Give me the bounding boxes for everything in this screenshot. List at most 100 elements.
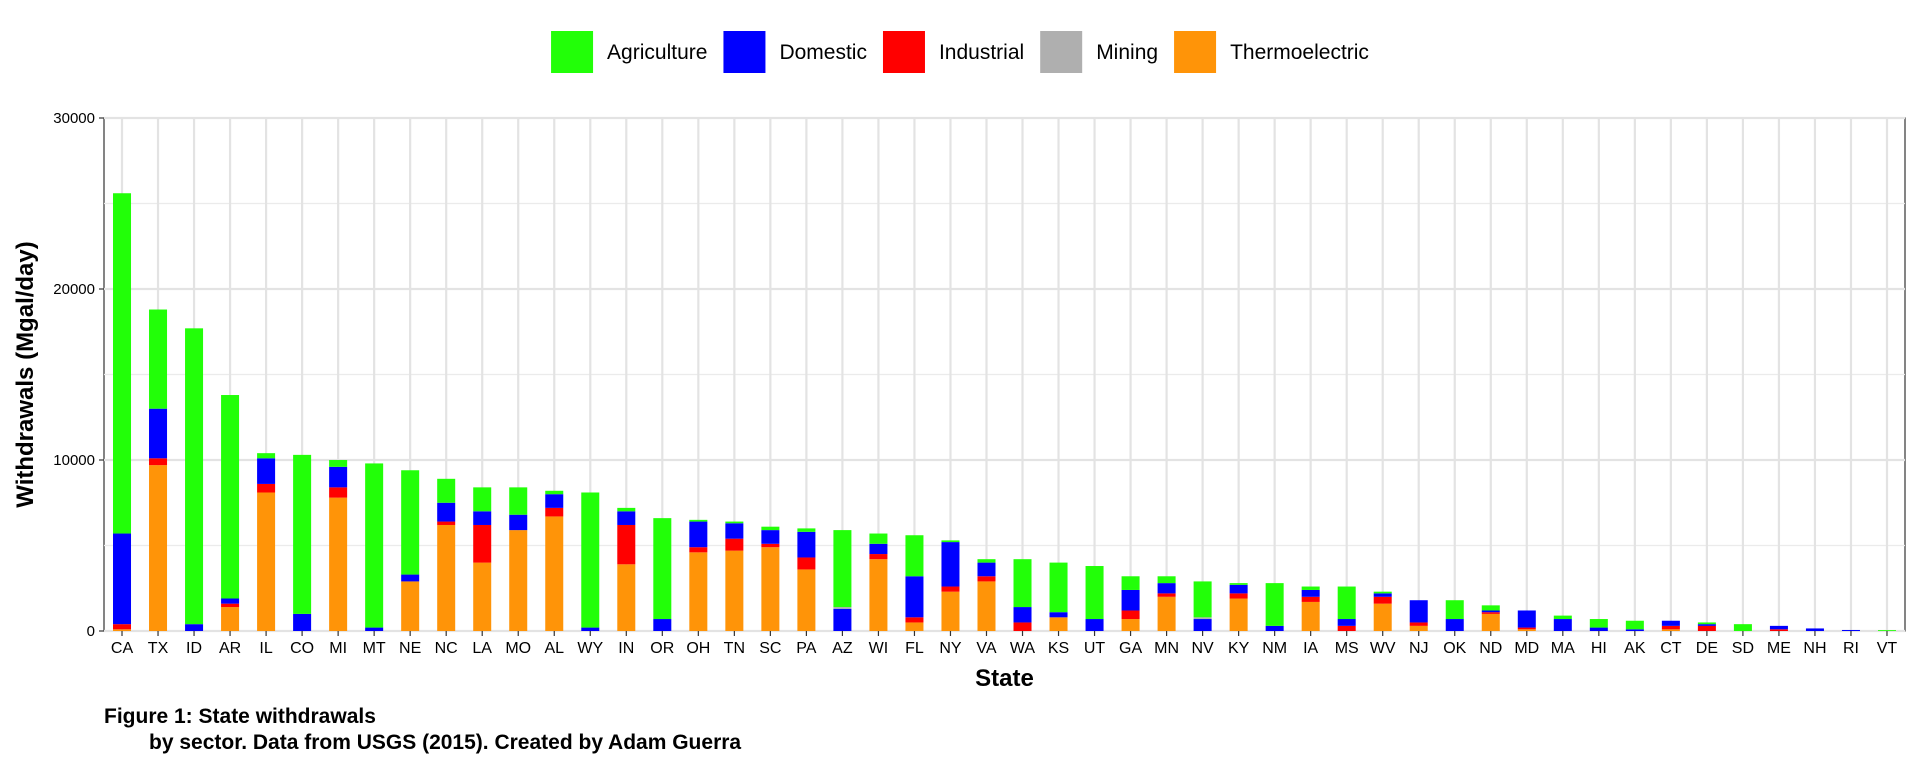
bar-segment (365, 463, 384, 628)
bar-segment (1769, 629, 1788, 631)
bar-segment (113, 629, 132, 631)
bar-segment (1373, 593, 1392, 597)
x-tick-label: SD (1732, 640, 1754, 657)
bar-segment (761, 526, 780, 531)
bar-segment (1229, 598, 1248, 631)
bar-segment (797, 531, 816, 558)
bar-segment (797, 528, 816, 532)
bar-segment (437, 524, 456, 631)
y-tick-label: 30000 (53, 110, 95, 127)
bar-segment (1013, 559, 1032, 608)
bar-segment (185, 328, 204, 625)
x-tick-label: HI (1591, 640, 1607, 657)
x-tick-label: ME (1767, 640, 1791, 657)
bar-segment (437, 521, 456, 525)
bar-segment (329, 466, 348, 488)
bar-segment (833, 530, 852, 608)
bar-segment (941, 542, 960, 587)
bar-segment (329, 497, 348, 631)
bar-segment (833, 608, 852, 631)
legend-key (882, 31, 925, 73)
bar-segment (1121, 619, 1140, 631)
bar-segment (365, 627, 384, 631)
x-tick-label: ND (1479, 640, 1502, 657)
x-tick-label: TX (148, 640, 169, 657)
bar-segment (473, 524, 492, 563)
x-tick-label: GA (1119, 640, 1142, 657)
x-tick-label: KS (1048, 640, 1069, 657)
legend-label: Mining (1096, 41, 1158, 64)
bar-segment (725, 538, 744, 551)
bar-segment (689, 547, 708, 553)
x-tick-label: MI (329, 640, 347, 657)
x-tick-label: WI (869, 640, 889, 657)
x-tick-label: IA (1303, 640, 1318, 657)
x-tick-label: CO (290, 640, 314, 657)
x-tick-label: CT (1660, 640, 1682, 657)
bar-segment (1373, 603, 1392, 631)
bar-segment (617, 507, 636, 512)
bar-segment (833, 607, 852, 609)
x-tick-label: VT (1877, 640, 1898, 657)
bar-segment (473, 487, 492, 512)
bar-segment (1301, 601, 1320, 631)
bar-segment (1481, 613, 1500, 631)
bar-segment (1661, 620, 1680, 626)
bar-segment (1301, 589, 1320, 597)
x-tick-label: CA (111, 640, 134, 657)
bar-segment (509, 514, 528, 531)
bar-segment (329, 460, 348, 467)
x-tick-label: AR (219, 640, 241, 657)
bar-segment (617, 524, 636, 565)
bar-segment (689, 521, 708, 548)
x-tick-label: PA (796, 640, 816, 657)
legend: Agriculture Domestic Industrial Mining Therm… (551, 31, 1369, 73)
bar-segment (401, 581, 420, 631)
x-tick-label: RI (1843, 640, 1859, 657)
bar-segment (221, 395, 240, 599)
bar-segment (509, 487, 528, 515)
bar-segment (977, 576, 996, 582)
bar-segment (1481, 610, 1500, 613)
bar-segment (293, 454, 312, 614)
bar-segment (905, 622, 924, 631)
x-tick-label: IL (259, 640, 272, 657)
bar-segment (761, 547, 780, 631)
bar-segment (401, 470, 420, 575)
bar-segment (1085, 619, 1104, 631)
y-axis-title: Withdrawals (Mgal/day) (12, 241, 39, 507)
bar-segment (1589, 627, 1608, 631)
bar-segment (1373, 591, 1392, 594)
bar-segment (1157, 583, 1176, 594)
bar-segment (221, 598, 240, 604)
legend-item: Thermoelectric (1174, 31, 1369, 73)
bar-segment (1877, 630, 1896, 631)
x-axis-title: State (975, 665, 1034, 692)
x-tick-label: IN (618, 640, 634, 657)
bar-segment (1229, 584, 1248, 594)
legend-item: Industrial (882, 31, 1024, 73)
bar-segment (545, 516, 564, 631)
bar-segment (869, 543, 888, 555)
bar-segment (1517, 629, 1536, 631)
bar-segment (1121, 589, 1140, 611)
bar-segment (1481, 605, 1500, 611)
bar-segment (977, 562, 996, 577)
bar-segment (869, 533, 888, 544)
bar-segment (1625, 620, 1644, 630)
bar-segment (545, 494, 564, 508)
bar-segment (1193, 617, 1212, 620)
legend-item: Domestic (723, 31, 867, 73)
bar-segment (149, 465, 168, 631)
bar-segment (1625, 629, 1644, 631)
bar-segment (1661, 629, 1680, 631)
bar-segment (653, 619, 672, 631)
x-tick-label: WY (577, 640, 603, 657)
legend-key (551, 31, 594, 73)
bar-segment (509, 530, 528, 631)
bar-segment (725, 521, 744, 524)
bar-segment (1517, 627, 1536, 630)
bar-segment (797, 569, 816, 631)
x-tick-label: NV (1191, 640, 1214, 657)
